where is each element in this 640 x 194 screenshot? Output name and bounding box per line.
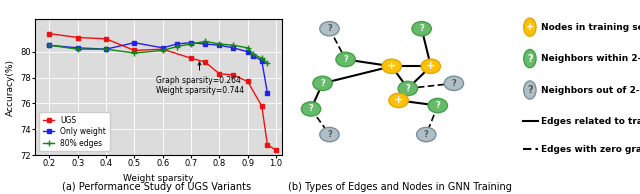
Only weight	[258, 60, 266, 62]
80% edges	[244, 47, 252, 49]
Text: Edges related to training loss: Edges related to training loss	[541, 117, 640, 126]
UGS	[230, 74, 237, 76]
80% edges	[159, 49, 166, 52]
Text: ?: ?	[320, 79, 325, 88]
X-axis label: Weight sparsity: Weight sparsity	[123, 174, 194, 183]
Only weight	[187, 42, 195, 44]
Circle shape	[336, 52, 355, 67]
Text: ?: ?	[527, 85, 532, 95]
Only weight	[250, 55, 257, 57]
Text: Neighbors out of 2-hop: Neighbors out of 2-hop	[541, 86, 640, 94]
Only weight	[202, 43, 209, 45]
Only weight	[159, 47, 166, 49]
Text: Graph sparsity=0.264
Weight sparsity=0.744: Graph sparsity=0.264 Weight sparsity=0.7…	[156, 62, 244, 95]
UGS	[187, 57, 195, 59]
UGS	[131, 49, 138, 52]
UGS	[45, 32, 53, 35]
Text: ?: ?	[343, 55, 348, 64]
80% edges	[102, 48, 110, 50]
80% edges	[216, 43, 223, 45]
Line: Only weight: Only weight	[47, 41, 269, 95]
Only weight	[131, 42, 138, 44]
Text: ?: ?	[327, 130, 332, 139]
Text: +: +	[387, 61, 396, 71]
Circle shape	[444, 76, 463, 91]
Only weight	[216, 44, 223, 46]
80% edges	[45, 44, 53, 46]
UGS	[272, 149, 280, 151]
UGS	[202, 61, 209, 63]
Circle shape	[320, 127, 339, 142]
UGS	[102, 38, 110, 40]
Circle shape	[398, 81, 417, 96]
Only weight	[244, 51, 252, 53]
80% edges	[250, 53, 257, 55]
Only weight	[264, 92, 271, 94]
80% edges	[131, 52, 138, 54]
UGS	[216, 73, 223, 75]
Circle shape	[301, 102, 321, 116]
UGS	[74, 36, 81, 39]
Text: Neighbors within 2-hop: Neighbors within 2-hop	[541, 54, 640, 63]
80% edges	[258, 57, 266, 59]
Circle shape	[313, 76, 332, 91]
80% edges	[264, 62, 271, 65]
Text: (a) Performance Study of UGS Variants: (a) Performance Study of UGS Variants	[62, 182, 252, 192]
Text: ?: ?	[435, 101, 440, 110]
Legend: UGS, Only weight, 80% edges: UGS, Only weight, 80% edges	[39, 112, 110, 151]
Circle shape	[417, 127, 436, 142]
80% edges	[173, 45, 180, 48]
Only weight	[45, 44, 53, 46]
UGS	[244, 80, 252, 83]
Only weight	[74, 47, 81, 49]
Line: 80% edges: 80% edges	[47, 39, 270, 66]
Y-axis label: Accuracy(%): Accuracy(%)	[6, 59, 15, 116]
Text: ?: ?	[451, 79, 456, 88]
Circle shape	[320, 22, 339, 36]
Circle shape	[412, 22, 431, 36]
Text: ?: ?	[424, 130, 429, 139]
Text: ?: ?	[308, 104, 314, 113]
Only weight	[173, 43, 180, 45]
Only weight	[102, 48, 110, 50]
Line: UGS: UGS	[47, 32, 278, 152]
Circle shape	[389, 93, 408, 108]
UGS	[264, 144, 271, 146]
Text: +: +	[526, 22, 534, 32]
80% edges	[230, 44, 237, 46]
80% edges	[74, 48, 81, 50]
Circle shape	[524, 81, 536, 99]
UGS	[258, 105, 266, 107]
Text: ?: ?	[327, 24, 332, 33]
Text: +: +	[426, 61, 435, 71]
Text: Edges with zero grad: Edges with zero grad	[541, 145, 640, 154]
Circle shape	[428, 98, 447, 113]
Circle shape	[524, 18, 536, 36]
Circle shape	[421, 59, 440, 74]
Circle shape	[524, 49, 536, 68]
UGS	[159, 48, 166, 50]
Text: Nodes in training set: Nodes in training set	[541, 23, 640, 32]
Only weight	[230, 47, 237, 49]
Circle shape	[382, 59, 401, 74]
Text: ?: ?	[527, 54, 532, 64]
Text: +: +	[394, 95, 403, 105]
Text: ?: ?	[405, 84, 410, 93]
80% edges	[187, 43, 195, 45]
Text: ?: ?	[419, 24, 424, 33]
80% edges	[202, 40, 209, 42]
Text: (b) Types of Edges and Nodes in GNN Training: (b) Types of Edges and Nodes in GNN Trai…	[288, 182, 512, 192]
